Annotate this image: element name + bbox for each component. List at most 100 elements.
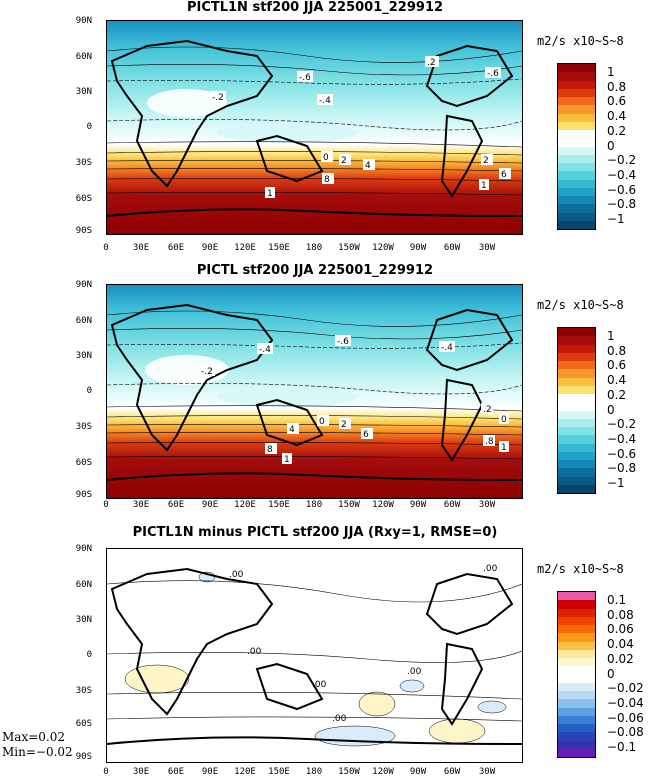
lon-tick: 150W xyxy=(338,767,360,777)
lon-tick: 0 xyxy=(103,767,109,777)
lon-tick: 150E xyxy=(268,767,290,777)
panel-1-title: PICTL1N stf200 JJA 225001_229912 xyxy=(186,0,444,15)
contour-label: .00 xyxy=(483,564,498,574)
units-label: m2/s x10~S~8 xyxy=(537,34,624,48)
colorbar-swatch xyxy=(558,691,595,700)
colorbar-swatch xyxy=(558,196,595,205)
colorbar-swatch xyxy=(558,484,595,493)
colorbar xyxy=(557,63,596,230)
colorbar-label: 0.06 xyxy=(607,622,634,637)
colorbar-label: −1 xyxy=(607,212,625,226)
colorbar-swatch xyxy=(558,649,595,658)
contour-label: 1 xyxy=(267,189,273,199)
lon-tick: 150E xyxy=(268,500,290,510)
contour-label: .00 xyxy=(247,647,262,657)
contour-label: 2 xyxy=(341,156,347,166)
colorbar-label: −0.1 xyxy=(607,740,637,754)
contour-label: -.6 xyxy=(299,73,311,83)
colorbar-swatch xyxy=(558,682,595,691)
lat-tick: 30N xyxy=(75,615,92,625)
colorbar-swatch xyxy=(558,666,595,675)
colorbar-label: 0.2 xyxy=(607,387,627,402)
colorbar-label: −0.8 xyxy=(607,461,637,476)
lon-tick: 90E xyxy=(201,243,219,253)
contour-label: 0 xyxy=(323,153,329,163)
colorbar-swatch xyxy=(558,171,595,180)
lat-tick: 0 xyxy=(86,650,92,660)
lon-tick: 120E xyxy=(234,500,256,510)
colorbar-label: −1 xyxy=(607,476,625,490)
colorbar-swatch xyxy=(558,658,595,667)
colorbar-label: 0.08 xyxy=(607,607,634,622)
colorbar-label: −0.4 xyxy=(607,167,637,182)
contour-label: -.6 xyxy=(337,337,349,347)
colorbar-swatch xyxy=(558,427,595,436)
colorbar-swatch xyxy=(558,748,595,757)
contour-label: -.4 xyxy=(259,345,271,355)
contour-label: -.6 xyxy=(487,69,499,79)
colorbar-swatch xyxy=(558,616,595,625)
colorbar-swatch xyxy=(558,146,595,155)
contour-label: .2 xyxy=(427,58,436,68)
colorbar-label: −0.2 xyxy=(607,417,637,432)
colorbar-swatch xyxy=(558,385,595,394)
colorbar-swatch xyxy=(558,179,595,188)
colorbar-swatch xyxy=(558,476,595,485)
contour-label: 4 xyxy=(365,161,371,171)
lon-tick: 120W xyxy=(372,243,394,253)
lon-tick: 0 xyxy=(103,500,109,510)
lon-tick: 180 xyxy=(305,243,323,253)
colorbar-label: −0.02 xyxy=(607,681,644,696)
colorbar-swatch xyxy=(558,212,595,221)
lat-tick: 30N xyxy=(75,351,92,361)
colorbar-label: −0.2 xyxy=(607,153,637,168)
lat-tick: 60N xyxy=(75,580,92,590)
lon-tick: 120W xyxy=(372,767,394,777)
lon-tick: 180 xyxy=(305,500,323,510)
lon-tick: 30W xyxy=(478,500,496,510)
lon-tick: 150W xyxy=(338,243,360,253)
colorbar-label: −0.08 xyxy=(607,725,644,740)
lon-tick: 30E xyxy=(132,243,150,253)
map-panel-3: .00 .00 .00 .00 .00 .00 xyxy=(106,548,523,763)
lat-tick: 0 xyxy=(86,122,92,132)
contour-label: .00 xyxy=(407,667,422,677)
contour-label: .8 xyxy=(485,437,494,447)
lat-tick: 60S xyxy=(75,719,92,729)
lon-tick: 60E xyxy=(167,243,185,253)
colorbar-swatch xyxy=(558,344,595,353)
colorbar-swatch xyxy=(558,468,595,477)
contour-label-group: .00 .00 .00 .00 .00 .00 xyxy=(229,564,498,724)
lat-tick: 90S xyxy=(75,752,92,762)
colorbar-swatch xyxy=(558,625,595,634)
lon-tick: 90E xyxy=(201,500,219,510)
lon-tick: 0 xyxy=(103,243,109,253)
colorbar-swatch xyxy=(558,435,595,444)
colorbar-swatch xyxy=(558,154,595,163)
contour-label: .00 xyxy=(332,714,347,724)
lon-tick: 120E xyxy=(234,243,256,253)
colorbar-swatch xyxy=(558,641,595,650)
contour-label: -.4 xyxy=(441,343,453,353)
colorbar-label: 1 xyxy=(607,65,615,79)
colorbar-swatch xyxy=(558,352,595,361)
lat-tick: 90N xyxy=(75,280,92,290)
lon-tick: 90W xyxy=(409,243,427,253)
colorbar-swatch xyxy=(558,113,595,122)
contour-label-group: -.6 -.6 -.2 -.4 0 2 4 2 6 8 1 1 .2 xyxy=(210,56,511,199)
colorbar-label: 0.1 xyxy=(607,593,627,607)
colorbar-swatch xyxy=(558,724,595,733)
colorbar-swatch xyxy=(558,130,595,139)
colorbar-swatch xyxy=(558,105,595,114)
contour-label: -.4 xyxy=(319,96,331,106)
colorbar-label: −0.8 xyxy=(607,197,637,212)
contour-label: 2 xyxy=(341,420,347,430)
colorbar-label: 0.4 xyxy=(607,373,627,388)
panel-2-title: PICTL stf200 JJA 225001_229912 xyxy=(196,263,434,278)
lat-tick: 60S xyxy=(75,194,92,204)
lat-tick: 0 xyxy=(86,386,92,396)
units-label: m2/s x10~S~8 xyxy=(537,562,624,576)
lon-tick: 90E xyxy=(201,767,219,777)
lon-tick: 30W xyxy=(478,767,496,777)
colorbar-label: −0.4 xyxy=(607,431,637,446)
